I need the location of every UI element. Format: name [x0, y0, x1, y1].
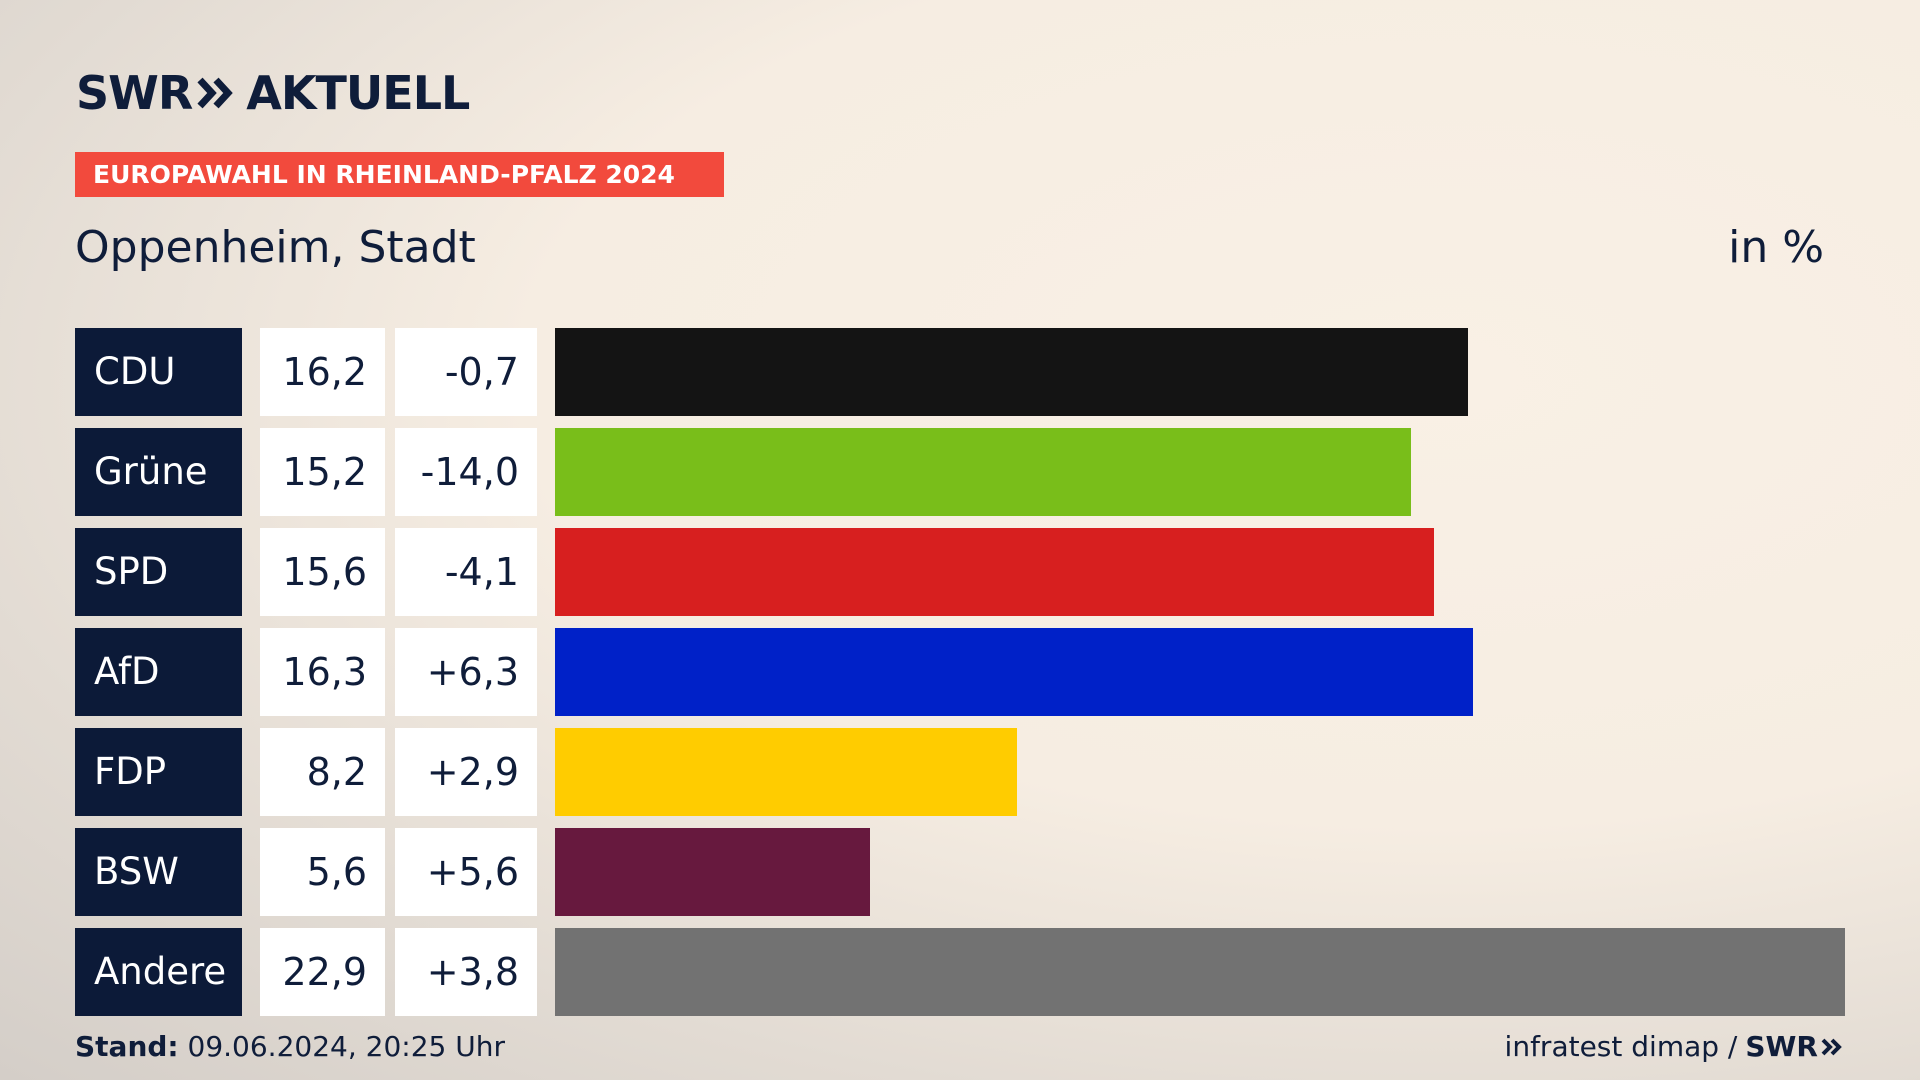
diff-value-label: +3,8 [395, 928, 537, 1016]
result-bar [555, 528, 1434, 616]
chart-row: SPD 15,6 -4,1 [0, 528, 1920, 616]
party-label: Grüne [75, 428, 242, 516]
diff-value-label: -0,7 [395, 328, 537, 416]
share-value-label: 15,6 [260, 528, 385, 616]
chart-row: Andere 22,9 +3,8 [0, 928, 1920, 1016]
stand-value: 09.06.2024, 20:25 Uhr [178, 1030, 505, 1063]
source-credit: infratest dimap / SWR [1505, 1030, 1844, 1064]
result-bar [555, 828, 870, 916]
chart-row: Grüne 15,2 -14,0 [0, 428, 1920, 516]
double-chevron-icon [1821, 1038, 1842, 1056]
party-label: AfD [75, 628, 242, 716]
logo-swr-text: SWR [76, 66, 193, 120]
chart-row: BSW 5,6 +5,6 [0, 828, 1920, 916]
chart-row: FDP 8,2 +2,9 [0, 728, 1920, 816]
chart-row: CDU 16,2 -0,7 [0, 328, 1920, 416]
chart-subtitle: Oppenheim, Stadt [75, 222, 476, 273]
share-value-label: 16,3 [260, 628, 385, 716]
source-logo-text: SWR [1745, 1030, 1818, 1063]
diff-value-label: +5,6 [395, 828, 537, 916]
share-value-label: 22,9 [260, 928, 385, 1016]
result-bar [555, 928, 1845, 1016]
chart-row: AfD 16,3 +6,3 [0, 628, 1920, 716]
swr-aktuell-logo: SWR AKTUELL [76, 66, 470, 120]
unit-label: in % [1728, 222, 1824, 273]
share-value-label: 8,2 [260, 728, 385, 816]
party-label: SPD [75, 528, 242, 616]
party-label: Andere [75, 928, 242, 1016]
party-label: BSW [75, 828, 242, 916]
party-label: CDU [75, 328, 242, 416]
share-value-label: 16,2 [260, 328, 385, 416]
diff-value-label: -4,1 [395, 528, 537, 616]
double-chevron-icon [197, 77, 234, 109]
diff-value-label: +6,3 [395, 628, 537, 716]
source-text: infratest dimap / [1504, 1030, 1738, 1063]
result-bar [555, 428, 1411, 516]
logo-aktuell-text: AKTUELL [246, 66, 470, 120]
result-bar [555, 728, 1017, 816]
diff-value-label: -14,0 [395, 428, 537, 516]
diff-value-label: +2,9 [395, 728, 537, 816]
election-tag: EUROPAWAHL IN RHEINLAND-PFALZ 2024 [75, 152, 724, 197]
party-label: FDP [75, 728, 242, 816]
share-value-label: 5,6 [260, 828, 385, 916]
result-bar [555, 628, 1473, 716]
share-value-label: 15,2 [260, 428, 385, 516]
timestamp: Stand: 09.06.2024, 20:25 Uhr [75, 1030, 505, 1064]
result-bar [555, 328, 1468, 416]
stand-label: Stand: [75, 1030, 179, 1063]
